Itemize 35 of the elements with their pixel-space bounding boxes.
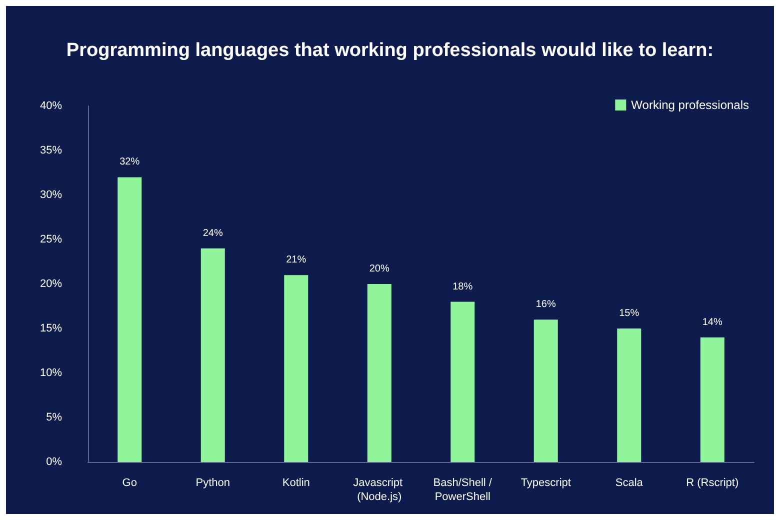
- text: 16%: [536, 299, 556, 310]
- bar: [284, 275, 308, 462]
- chart-title: Programming languages that working professionals would like to learn:: [66, 40, 714, 61]
- text: 20%: [369, 264, 390, 274]
- x-tick-label: Kotlin: [282, 477, 310, 489]
- text: 21%: [286, 254, 306, 266]
- y-tick-label: 30%: [40, 189, 62, 201]
- x-tick-label: R (Rscript): [686, 477, 739, 489]
- y-tick-label: 35%: [40, 144, 62, 156]
- x-tick-label: Python: [196, 477, 230, 489]
- bar: [617, 328, 642, 462]
- y-tick-label: 10%: [40, 367, 62, 379]
- legend-label: Working professionals: [631, 98, 750, 112]
- x-tick-label: Scala: [615, 477, 644, 489]
- bar: [367, 284, 392, 462]
- y-tick-label: 25%: [40, 234, 62, 246]
- y-tick-label: 15%: [40, 322, 62, 334]
- y-tick-label: 0%: [46, 456, 62, 468]
- y-tick-label: 40%: [40, 100, 62, 112]
- x-tick-label: Bash/Shell /PowerShell: [433, 477, 493, 503]
- y-tick-label: 5%: [46, 412, 62, 424]
- bar: [200, 248, 225, 462]
- bar: [118, 177, 142, 462]
- text: 14%: [702, 316, 722, 328]
- text: 18%: [452, 281, 473, 292]
- bar: [700, 337, 724, 462]
- x-tick-label: Typescript: [520, 477, 571, 489]
- bar: [450, 302, 475, 462]
- text: 32%: [120, 156, 140, 168]
- x-tick-label: Javascript (Node.js): [353, 477, 406, 503]
- x-tick-label: Go: [122, 477, 137, 489]
- y-tick-label: 20%: [40, 278, 62, 290]
- text: 24%: [202, 228, 223, 239]
- text: 15%: [619, 308, 640, 319]
- bar: [534, 320, 558, 462]
